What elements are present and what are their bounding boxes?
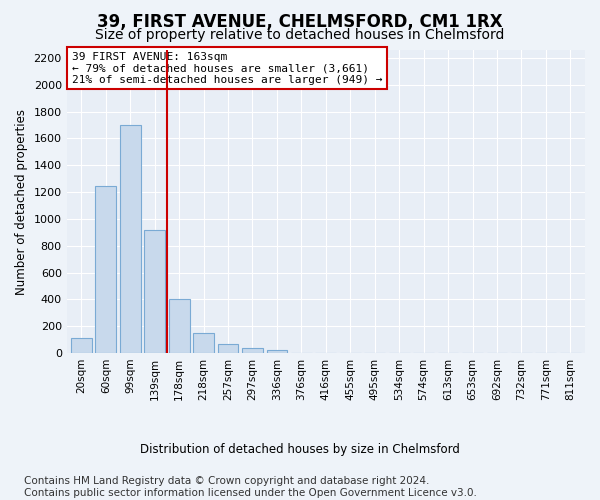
Text: Distribution of detached houses by size in Chelmsford: Distribution of detached houses by size … (140, 442, 460, 456)
Text: Size of property relative to detached houses in Chelmsford: Size of property relative to detached ho… (95, 28, 505, 42)
Bar (144, 230, 165, 353)
Bar (120, 125, 140, 353)
Bar (266, 350, 287, 353)
Bar (169, 300, 190, 353)
Text: 39, FIRST AVENUE, CHELMSFORD, CM1 1RX: 39, FIRST AVENUE, CHELMSFORD, CM1 1RX (97, 12, 503, 30)
Bar (193, 333, 214, 353)
Y-axis label: Number of detached properties: Number of detached properties (15, 108, 28, 294)
Text: Contains HM Land Registry data © Crown copyright and database right 2024.
Contai: Contains HM Land Registry data © Crown c… (24, 476, 477, 498)
Bar (95, 186, 116, 353)
Bar (218, 344, 238, 353)
Bar (71, 338, 92, 353)
Bar (242, 348, 263, 353)
Text: 39 FIRST AVENUE: 163sqm
← 79% of detached houses are smaller (3,661)
21% of semi: 39 FIRST AVENUE: 163sqm ← 79% of detache… (72, 52, 382, 84)
